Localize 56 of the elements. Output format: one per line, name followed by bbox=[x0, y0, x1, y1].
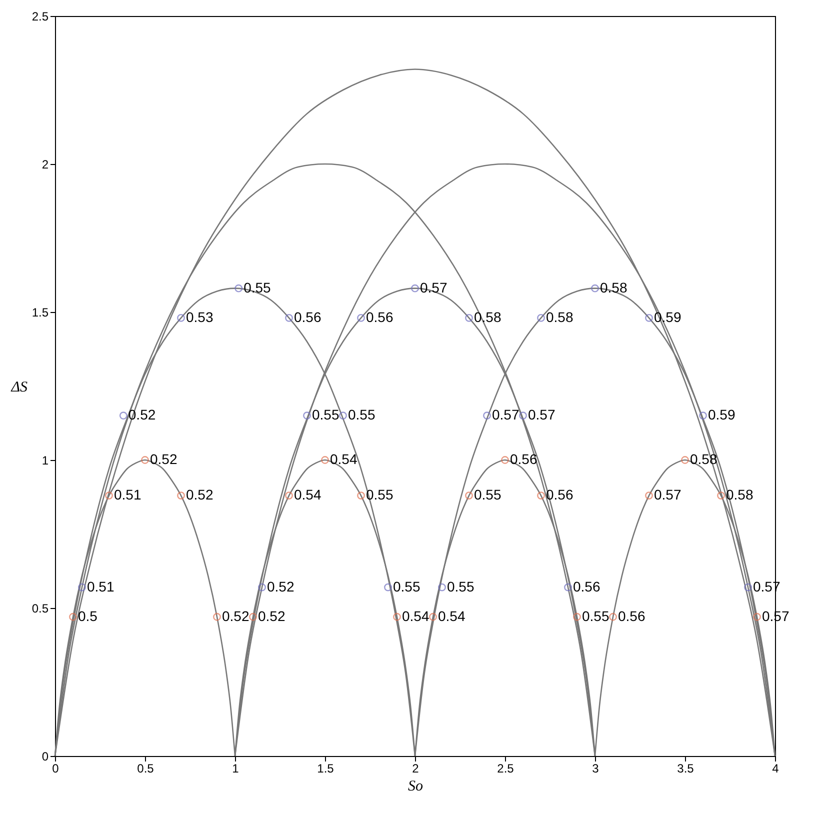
x-axis-title: So bbox=[408, 778, 424, 794]
annotation: 0.54 bbox=[438, 608, 466, 624]
x-tick-label: 2 bbox=[412, 762, 420, 776]
y-tick-label: 1 bbox=[42, 454, 49, 468]
annotation: 0.55 bbox=[348, 406, 376, 423]
annotation: 0.56 bbox=[510, 451, 538, 467]
annotation: 0.56 bbox=[573, 578, 600, 594]
y-tick-label: 0.5 bbox=[32, 602, 49, 616]
annotation: 0.58 bbox=[474, 308, 502, 325]
annotation: 0.56 bbox=[546, 486, 574, 503]
annotation: 0.58 bbox=[726, 486, 754, 503]
annotation: 0.55 bbox=[366, 486, 394, 503]
annotation: 0.54 bbox=[402, 608, 430, 624]
annotation: 0.57 bbox=[420, 279, 448, 296]
annotation: 0.53 bbox=[186, 308, 214, 325]
annotation: 0.52 bbox=[128, 406, 156, 423]
annotation: 0.55 bbox=[312, 406, 340, 423]
y-axis-title: ΔS bbox=[10, 380, 28, 396]
y-tick-label: 1.5 bbox=[32, 306, 49, 320]
annotation: 0.57 bbox=[654, 486, 682, 503]
y-tick-label: 0 bbox=[42, 750, 49, 764]
x-tick-label: 1 bbox=[232, 762, 240, 776]
annotation: 0.55 bbox=[393, 578, 420, 594]
annotation: 0.52 bbox=[222, 608, 250, 624]
annotation: 0.54 bbox=[294, 486, 322, 503]
annotation: 0.58 bbox=[546, 308, 574, 325]
annotation: 0.55 bbox=[474, 486, 502, 503]
x-tick-label: 0.5 bbox=[137, 762, 154, 776]
annotation: 0.55 bbox=[244, 279, 272, 296]
x-tick-label: 4 bbox=[772, 762, 780, 776]
annotation: 0.56 bbox=[618, 608, 646, 624]
annotation: 0.52 bbox=[258, 608, 286, 624]
annotation: 0.56 bbox=[294, 308, 322, 325]
annotation: 0.52 bbox=[186, 486, 214, 503]
annotation: 0.58 bbox=[600, 279, 628, 296]
annotation: 0.54 bbox=[330, 451, 358, 467]
x-tick-label: 0 bbox=[52, 762, 60, 776]
annotation: 0.52 bbox=[267, 578, 294, 594]
x-tick-label: 3.5 bbox=[677, 762, 694, 776]
x-tick-label: 1.5 bbox=[317, 762, 334, 776]
x-tick-label: 2.5 bbox=[497, 762, 514, 776]
annotation: 0.58 bbox=[690, 451, 718, 467]
annotation: 0.55 bbox=[582, 608, 610, 624]
annotation: 0.52 bbox=[150, 451, 178, 467]
annotation: 0.57 bbox=[528, 406, 556, 423]
annotation: 0.51 bbox=[114, 486, 142, 503]
annotation: 0.56 bbox=[366, 308, 394, 325]
x-tick-label: 3 bbox=[592, 762, 600, 776]
annotation: 0.59 bbox=[654, 308, 682, 325]
annotation: 0.5 bbox=[78, 608, 98, 624]
y-tick-label: 2.5 bbox=[32, 10, 49, 24]
annotation: 0.57 bbox=[492, 406, 520, 423]
annotation: 0.59 bbox=[708, 406, 736, 423]
annotation: 0.51 bbox=[87, 578, 114, 594]
annotation: 0.55 bbox=[447, 578, 474, 594]
y-tick-label: 2 bbox=[42, 158, 49, 172]
